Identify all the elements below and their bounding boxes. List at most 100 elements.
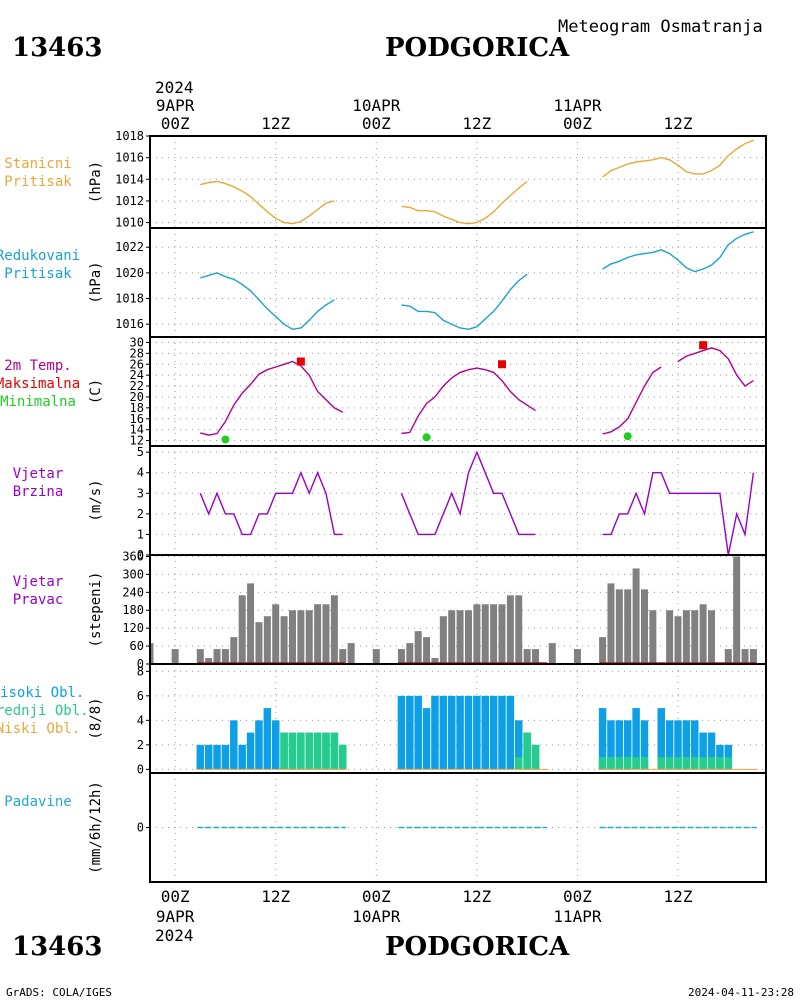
series-line-wind_speed-1 [400, 450, 536, 536]
high-cloud-bar-47 [691, 720, 699, 770]
wind-dir-bar-25 [423, 637, 431, 664]
high-cloud-bar-21 [422, 708, 431, 770]
data-redukovani [200, 231, 754, 331]
ytick-label-temperature-22: 22 [130, 379, 144, 393]
station-name-top: PODGORICA [385, 33, 570, 63]
ytick-label-stanicni-1010: 1010 [115, 216, 144, 230]
series-line-temperature-2 [602, 366, 662, 435]
bottom-date-labels: 9APR 10APR 11APR [156, 907, 602, 926]
top-hour-label-1: 12Z [261, 114, 290, 133]
wind-dir-bar-11 [272, 604, 280, 664]
wind-dir-bar-28 [448, 610, 456, 664]
ytick-label-temperature-30: 30 [130, 335, 144, 349]
wind-dir-bar-33 [490, 604, 498, 664]
data-wind_speed [199, 450, 755, 555]
bottom-hour-label-4: 00Z [563, 887, 592, 906]
wind-dir-bar-60 [749, 649, 757, 664]
high-cloud-bar-0 [196, 744, 205, 770]
wind-dir-bar-40 [548, 643, 556, 664]
ytick-label-clouds-6: 6 [137, 689, 144, 703]
high-cloud-bar-41 [640, 720, 649, 770]
ytick-label-wind_dir-240: 240 [122, 585, 144, 599]
footer-credits: GrADS: COLA/IGES [6, 986, 112, 999]
ytick-label-temperature-28: 28 [130, 346, 144, 360]
footer-timestamp: 2024-04-11-23:28 [688, 986, 794, 999]
wind-dir-bar-6 [230, 637, 238, 664]
wind-dir-bar-17 [322, 604, 330, 664]
ytick-label-wind_speed-3: 3 [137, 486, 144, 500]
panel-label-redukovani-0: Redukovani [0, 248, 80, 264]
wind-dir-bar-31 [473, 604, 481, 664]
ytick-label-wind_dir-360: 360 [122, 549, 144, 563]
mid-cloud-bar-46 [682, 757, 691, 770]
mid-cloud-bar-17 [339, 744, 347, 770]
panel-label-stanicni-1: Pritisak [4, 174, 72, 190]
high-cloud-bar-4 [230, 720, 238, 770]
wind-dir-bar-48 [649, 610, 657, 664]
bottom-hour-label-3: 12Z [462, 887, 491, 906]
high-cloud-bar-31 [506, 695, 515, 770]
high-cloud-bar-48 [699, 732, 707, 770]
top-hour-label-0: 00Z [161, 114, 190, 133]
high-cloud-bar-39 [623, 720, 632, 770]
wind-dir-bar-5 [221, 649, 229, 664]
ytick-label-redukovani-1022: 1022 [115, 240, 144, 254]
high-cloud-bar-49 [707, 732, 716, 770]
high-cloud-bar-22 [431, 695, 439, 770]
mid-cloud-bar-51 [724, 757, 733, 770]
series-line-redukovani-1 [401, 273, 528, 331]
high-cloud-bar-44 [665, 720, 674, 770]
ytick-label-stanicni-1012: 1012 [115, 194, 144, 208]
panel-unit-wind_dir: (stepeni) [88, 572, 104, 648]
ytick-label-redukovani-1016: 1016 [115, 317, 144, 331]
wind-dir-bar-15 [305, 610, 313, 664]
wind-dir-bar-32 [481, 604, 489, 664]
wind-dir-bar-21 [372, 649, 380, 664]
wind-dir-bar-52 [682, 610, 690, 664]
mid-cloud-bar-13 [305, 732, 313, 770]
high-cloud-bar-5 [238, 744, 246, 770]
wind-dir-bar-51 [674, 616, 682, 664]
mid-cloud-bar-40 [632, 757, 640, 770]
panel-frame-stanicni [149, 135, 767, 229]
max-temp-point-2 [699, 341, 708, 350]
panel-precip: Padavine (mm/6h/12h) 0 [4, 772, 767, 883]
wind-dir-bar-36 [515, 595, 523, 664]
panel-clouds: Visoki Obl. Srednji Obl. Niski Obl. (8/8) 0 2… [0, 663, 767, 776]
mid-cloud-bar-39 [623, 757, 632, 770]
ytick-label-temperature-24: 24 [130, 368, 144, 382]
station-name-bottom: PODGORICA [385, 932, 570, 962]
ytick-label-redukovani-1020: 1020 [115, 266, 144, 280]
station-id-bottom: 13463 [12, 932, 102, 962]
series-line-stanicni-0 [200, 180, 335, 225]
mid-cloud-bar-16 [330, 732, 339, 770]
wind-dir-bar-54 [699, 604, 707, 664]
high-cloud-bar-9 [271, 720, 280, 770]
wind-dir-bar-45 [624, 589, 632, 664]
max-temp-point-0 [296, 357, 305, 366]
wind-dir-bar-13 [288, 610, 296, 664]
series-line-temperature-1 [401, 367, 536, 435]
panel-label-stanicni-0: Stanicni [4, 156, 71, 172]
wind-dir-bar-29 [456, 610, 464, 664]
panel-stanicni: Stanicni Pritisak (hPa) 1010 1012 1014 1016 101… [4, 129, 767, 230]
top-date-label-2: 11APR [553, 96, 602, 115]
bottom-hour-label-1: 12Z [261, 887, 290, 906]
data-wind_dir [150, 556, 757, 664]
series-line-temperature-0 [200, 360, 344, 436]
wind-dir-bar-53 [691, 610, 699, 664]
bottom-hour-label-2: 00Z [362, 887, 391, 906]
panel-unit-precip: (mm/6h/12h) [88, 781, 104, 874]
ytick-label-redukovani-1018: 1018 [115, 292, 144, 306]
high-cloud-bar-6 [246, 732, 255, 770]
data-stanicni [200, 139, 754, 225]
wind-dir-bar-14 [297, 610, 305, 664]
bottom-hour-label-0: 00Z [161, 887, 190, 906]
high-cloud-bar-37 [607, 720, 615, 770]
data-clouds [196, 695, 758, 770]
wind-dir-bar-59 [741, 649, 749, 664]
high-cloud-bar-46 [682, 720, 691, 770]
high-cloud-bar-30 [498, 695, 506, 770]
panel-label-wind_dir-0: Vjetar [13, 574, 64, 590]
mid-cloud-bar-33 [523, 732, 531, 770]
